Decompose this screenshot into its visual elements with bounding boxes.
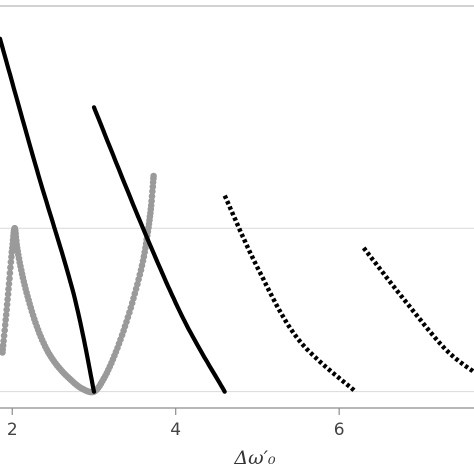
series-0-solid (0, 36, 97, 394)
gray-point (7, 258, 15, 266)
gray-point (6, 275, 13, 282)
x-tick-layer: 2 4 6 (7, 408, 345, 440)
x-tick-label: 2 (7, 420, 18, 440)
x-axis-label: Δω′₀ (233, 447, 276, 469)
gray-point (148, 197, 155, 205)
gray-point (5, 280, 13, 288)
gray-point (6, 269, 14, 277)
gray-point (1, 321, 9, 329)
gray-point (150, 172, 157, 180)
series-layer (0, 36, 474, 396)
gray-point (0, 337, 7, 345)
series-1-solid (91, 105, 227, 394)
gray-point (4, 296, 11, 303)
gray-point (1, 327, 9, 334)
gray-point (4, 290, 12, 298)
gray-point (8, 253, 15, 261)
solid-curve-0 (0, 36, 97, 394)
gray-point (3, 301, 11, 308)
gray-point (3, 306, 11, 314)
gray-point (2, 316, 10, 324)
series-2-dotted (222, 194, 358, 394)
series-4-circles (0, 172, 157, 396)
grid-lines (0, 227, 474, 393)
x-tick-label: 4 (170, 420, 181, 440)
dotted-curve-2 (222, 194, 358, 394)
gray-point (0, 332, 8, 340)
series-3-dotted (361, 246, 474, 374)
gray-point (7, 264, 14, 271)
gray-point (148, 193, 156, 200)
solid-curve-1 (91, 105, 227, 394)
gray-point (5, 285, 12, 293)
dotted-curve-3 (361, 246, 474, 374)
gray-point (2, 311, 10, 319)
x-tick-label: 6 (334, 420, 345, 440)
